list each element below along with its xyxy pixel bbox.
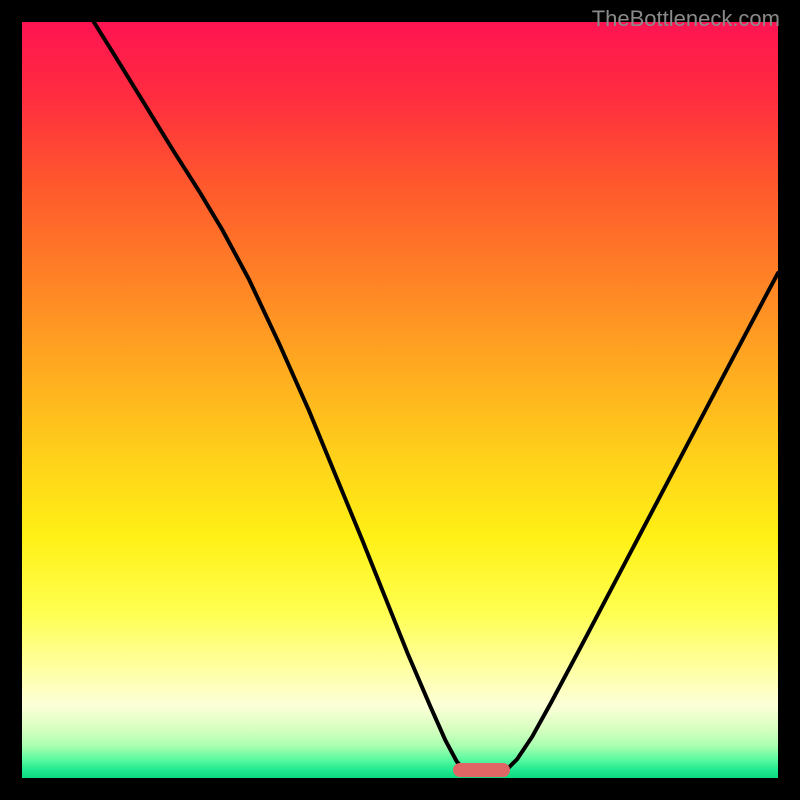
bottleneck-chart [22,22,778,778]
optimal-range-marker [453,763,510,777]
chart-curve-layer [22,22,778,778]
watermark-text: TheBottleneck.com [592,6,780,32]
bottleneck-curve [94,22,778,774]
